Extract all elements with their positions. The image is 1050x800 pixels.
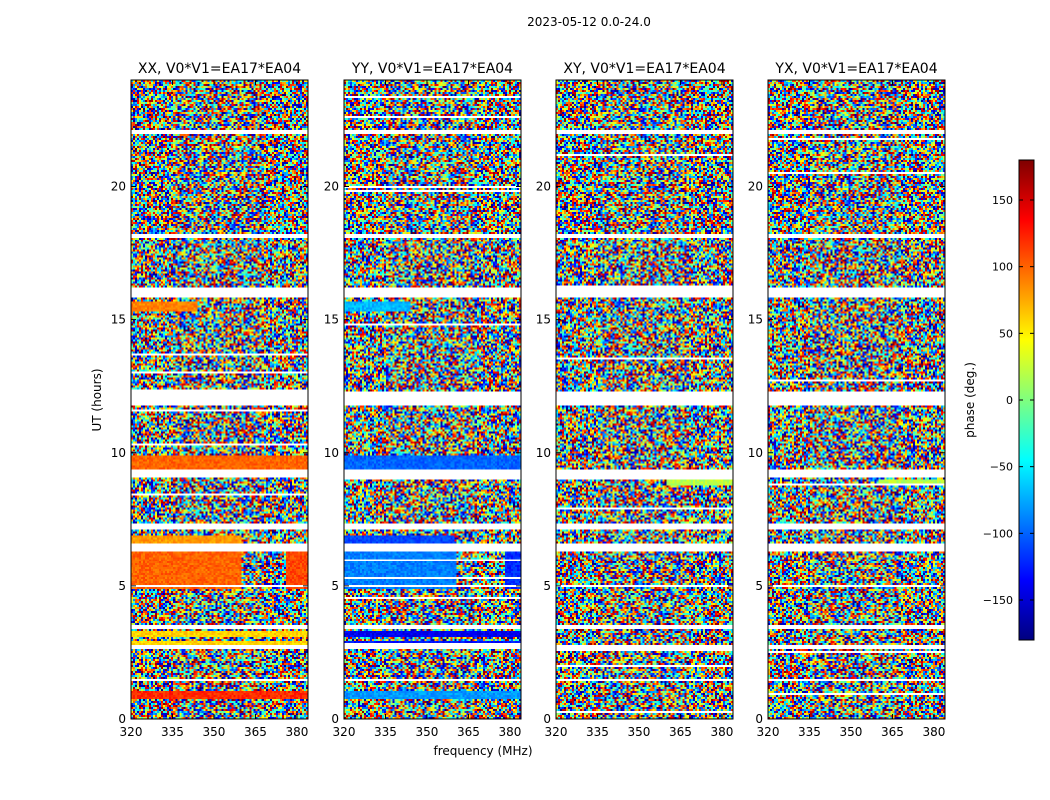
y-tick-label: 0 — [331, 712, 339, 726]
x-tick-label: 365 — [669, 725, 692, 739]
colorbar-tick-label: −100 — [983, 527, 1013, 540]
colorbar-tick-label: 100 — [992, 261, 1013, 274]
y-tick-label: 10 — [111, 446, 126, 460]
colorbar: 150 100 50 0 −50 −100 −150 — [983, 159, 1035, 641]
colorbar-tick-label: 0 — [1006, 394, 1013, 407]
x-tick-label: 335 — [798, 725, 821, 739]
y-tick-label: 5 — [331, 579, 339, 593]
panel-1: YY, V0*V1=EA17*EA04 320 335 350 365 380 0 5 10 15… — [324, 61, 522, 739]
panel-frame — [767, 79, 946, 720]
x-tick-label: 320 — [120, 725, 143, 739]
x-tick-label: 350 — [203, 725, 226, 739]
panel-frame — [555, 79, 734, 720]
x-tick-label: 335 — [161, 725, 184, 739]
x-tick-label: 335 — [374, 725, 397, 739]
x-tick-label: 320 — [757, 725, 780, 739]
x-tick-label: 320 — [545, 725, 568, 739]
y-tick-label: 0 — [543, 712, 551, 726]
y-tick-label: 0 — [118, 712, 126, 726]
x-tick-label: 335 — [586, 725, 609, 739]
colorbar-label: phase (deg.) — [963, 362, 977, 438]
phase-heatmap — [556, 80, 733, 719]
y-tick-label: 15 — [748, 313, 763, 327]
y-tick-label: 20 — [111, 180, 126, 194]
x-tick-label: 380 — [498, 725, 521, 739]
y-tick-label: 20 — [748, 180, 763, 194]
x-tick-label: 380 — [285, 725, 308, 739]
x-tick-label: 380 — [710, 725, 733, 739]
y-tick-label: 10 — [324, 446, 339, 460]
y-tick-label: 10 — [748, 446, 763, 460]
panel-title: YX, V0*V1=EA17*EA04 — [774, 61, 937, 77]
x-tick-label: 320 — [333, 725, 356, 739]
colorbar-tick-label: −50 — [990, 461, 1013, 474]
panel-frame — [130, 79, 309, 720]
x-tick-label: 350 — [840, 725, 863, 739]
panel-title: XY, V0*V1=EA17*EA04 — [563, 61, 725, 77]
x-tick-label: 380 — [922, 725, 945, 739]
y-tick-label: 15 — [324, 313, 339, 327]
y-tick-label: 15 — [536, 313, 551, 327]
panel-3: YX, V0*V1=EA17*EA04 320 335 350 365 380 0 5 10 15… — [748, 61, 946, 739]
colorbar-tick-label: 50 — [999, 327, 1013, 340]
panels-group: XX, V0*V1=EA17*EA04 320 335 350 365 380 0 5 10 15… — [111, 61, 946, 739]
phase-heatmap — [768, 80, 945, 719]
panel-frame — [343, 79, 522, 720]
y-tick-label: 5 — [118, 579, 126, 593]
y-tick-label: 20 — [324, 180, 339, 194]
colorbar-tick-label: −150 — [983, 594, 1013, 607]
x-tick-label: 350 — [416, 725, 439, 739]
phase-heatmap — [344, 80, 521, 719]
y-tick-label: 5 — [755, 579, 763, 593]
y-tick-label: 0 — [755, 712, 763, 726]
y-tick-label: 10 — [536, 446, 551, 460]
y-tick-label: 20 — [536, 180, 551, 194]
phase-heatmap — [131, 80, 308, 719]
x-tick-label: 365 — [881, 725, 904, 739]
panel-0: XX, V0*V1=EA17*EA04 320 335 350 365 380 0 5 10 15… — [111, 61, 309, 739]
x-tick-label: 365 — [457, 725, 480, 739]
colorbar-tick-label: 150 — [992, 194, 1013, 207]
x-tick-label: 365 — [244, 725, 267, 739]
figure-title: 2023-05-12 0.0-24.0 — [527, 15, 651, 29]
panel-2: XY, V0*V1=EA17*EA04 320 335 350 365 380 0 5 10 15… — [536, 61, 734, 739]
x-axis-label: frequency (MHz) — [433, 744, 532, 758]
y-tick-label: 5 — [543, 579, 551, 593]
panel-title: YY, V0*V1=EA17*EA04 — [351, 61, 513, 77]
y-axis-label: UT (hours) — [90, 368, 104, 431]
x-tick-label: 350 — [628, 725, 651, 739]
panel-title: XX, V0*V1=EA17*EA04 — [138, 61, 301, 77]
y-tick-label: 15 — [111, 313, 126, 327]
